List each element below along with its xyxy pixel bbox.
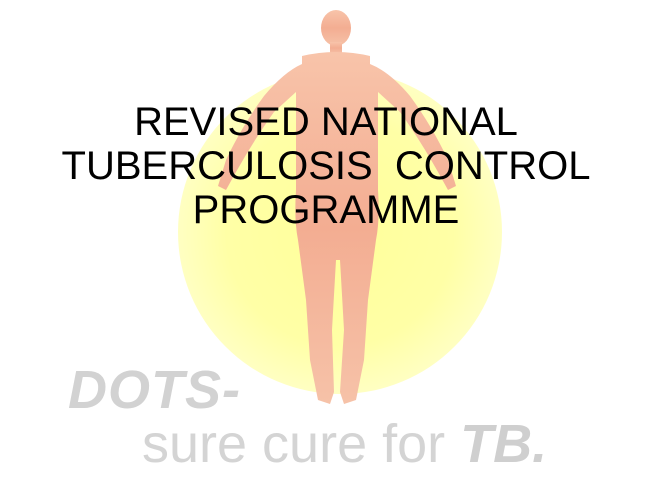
tagline-prefix: sure cure for [142, 414, 461, 474]
title-line-3: PROGRAMME [192, 188, 460, 232]
title-line-1: REVISED NATIONAL [134, 100, 518, 144]
human-figure-icon [218, 10, 456, 404]
title-line-2: TUBERCULOSIS CONTROL [61, 144, 591, 188]
dots-brand: DOTS- [68, 360, 241, 420]
slide-title: REVISED NATIONAL TUBERCULOSIS CONTROL PR… [0, 100, 652, 232]
tagline-emphasis: TB. [460, 414, 548, 474]
dots-logo: DOTS- sure cure for TB. [68, 362, 628, 482]
dots-tagline: sure cure for TB. [142, 414, 547, 474]
